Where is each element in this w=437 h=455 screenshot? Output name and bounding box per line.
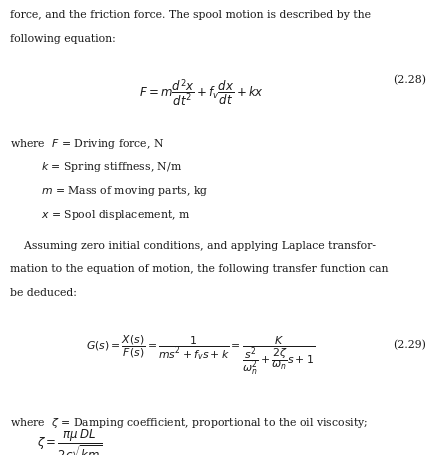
Text: $m$ = Mass of moving parts, kg: $m$ = Mass of moving parts, kg <box>10 184 208 198</box>
Text: force, and the friction force. The spool motion is described by the: force, and the friction force. The spool… <box>10 10 371 20</box>
Text: $G(s) = \dfrac{X(s)}{F(s)} = \dfrac{1}{ms^2 + f_vs + k}= \dfrac{K}{\dfrac{s^2}{\: $G(s) = \dfrac{X(s)}{F(s)} = \dfrac{1}{m… <box>87 333 316 377</box>
Text: $k$ = Spring stiffness, N/m: $k$ = Spring stiffness, N/m <box>10 160 182 174</box>
Text: following equation:: following equation: <box>10 34 115 44</box>
Text: where  $\zeta$ = Damping coefficient, proportional to the oil viscosity;: where $\zeta$ = Damping coefficient, pro… <box>10 416 368 430</box>
Text: Assuming zero initial conditions, and applying Laplace transfor-: Assuming zero initial conditions, and ap… <box>10 241 376 251</box>
Text: be deduced:: be deduced: <box>10 288 76 298</box>
Text: where  $F$ = Driving force, N: where $F$ = Driving force, N <box>10 136 164 151</box>
Text: (2.28): (2.28) <box>393 75 426 86</box>
Text: mation to the equation of motion, the following transfer function can: mation to the equation of motion, the fo… <box>10 264 388 274</box>
Text: $x$ = Spool displacement, m: $x$ = Spool displacement, m <box>10 207 190 222</box>
Text: $F = m\dfrac{d^2x}{dt^2} + f_v\dfrac{dx}{dt} + kx$: $F = m\dfrac{d^2x}{dt^2} + f_v\dfrac{dx}… <box>139 77 264 109</box>
Text: $\zeta = \dfrac{\pi\mu\, DL}{2c\sqrt{km}}$: $\zeta = \dfrac{\pi\mu\, DL}{2c\sqrt{km}… <box>37 428 103 455</box>
Text: (2.29): (2.29) <box>393 340 426 350</box>
